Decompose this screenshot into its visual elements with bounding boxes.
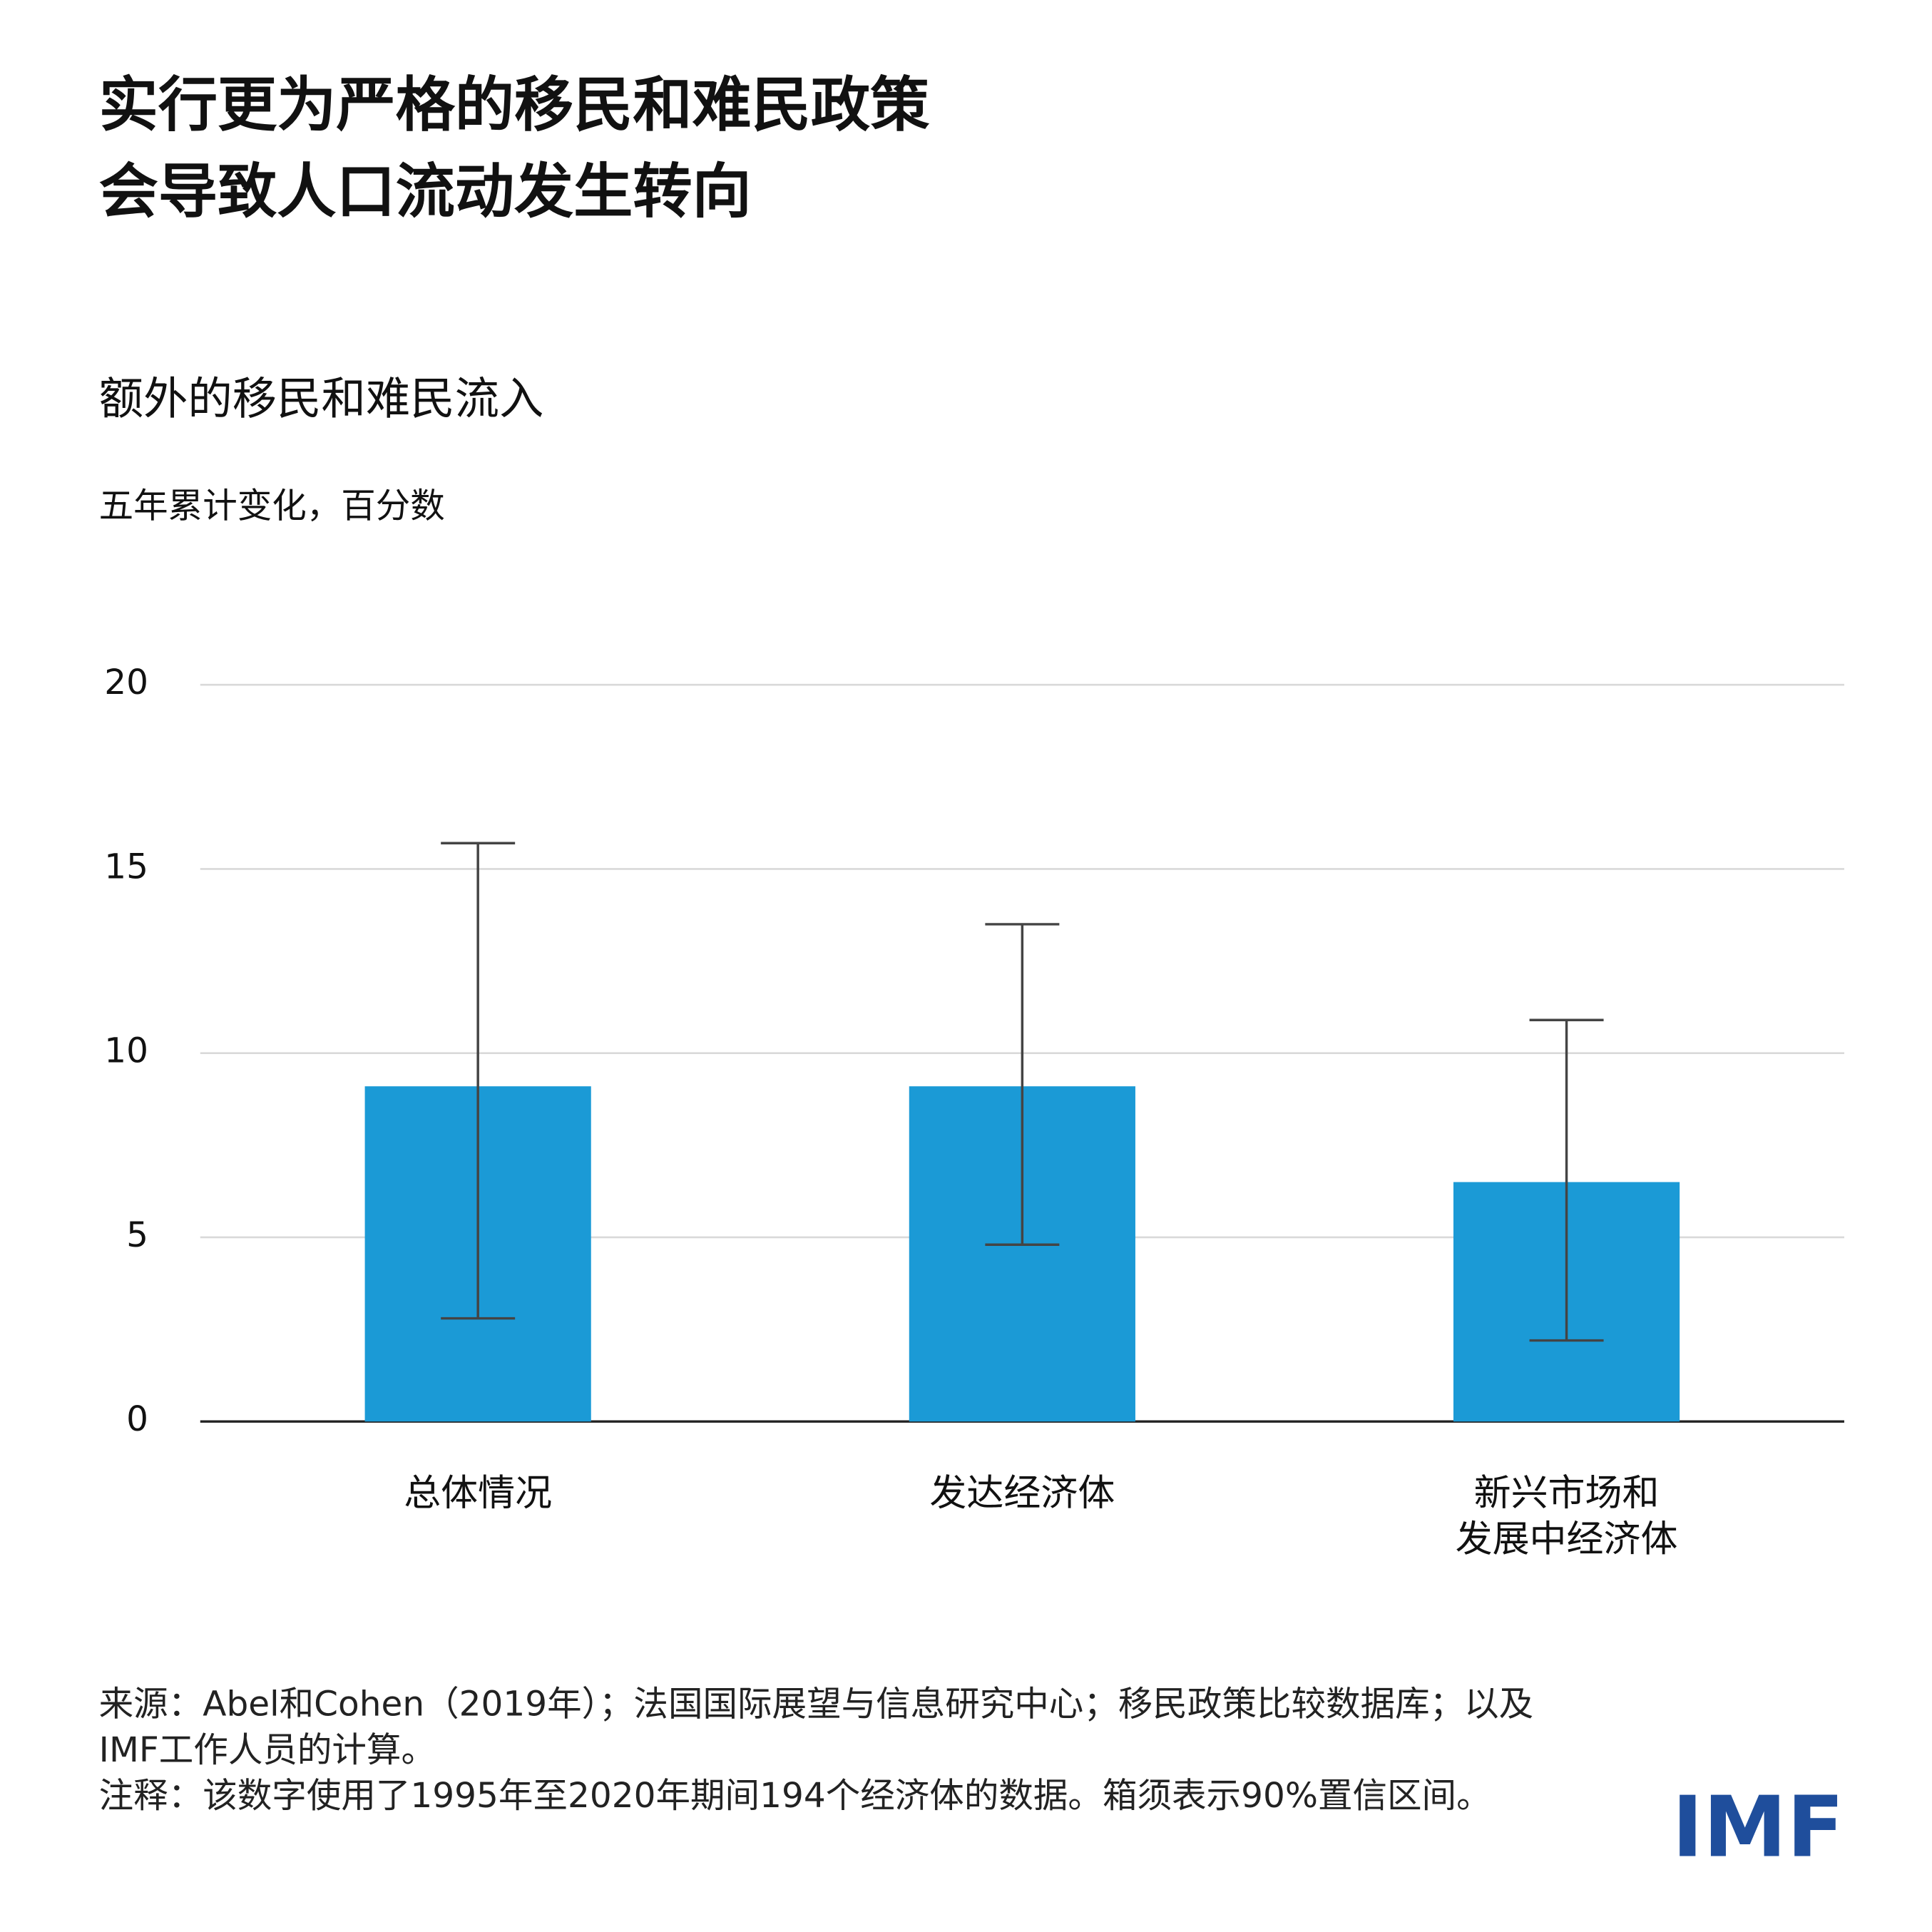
x-tick-label: 发达经济体	[929, 1472, 1115, 1515]
y-tick-label: 0	[126, 1399, 148, 1439]
y-tick-label: 5	[126, 1215, 148, 1255]
y-tick-label: 15	[104, 847, 148, 886]
y-axis-label: 五年累计变化，百分数	[99, 486, 445, 526]
x-tick-label: 新兴市场和发展中经济体	[1456, 1472, 1678, 1560]
footnote: 注释：该数字使用了1995年至2020年期间194个经济体的数据。箱须表示90%…	[98, 1774, 1491, 1816]
chart-subtitle: 额外的移民和难民流入	[99, 372, 544, 424]
source-note: 来源：Abel和Cohen（2019年）；法国国际展望与信息研究中心；移民政策比…	[98, 1683, 1534, 1770]
y-tick-label: 10	[104, 1031, 148, 1071]
y-tick-label: 20	[104, 663, 148, 702]
x-tick-label: 总体情况	[404, 1472, 552, 1515]
chart-title: 实行更为严格的移民和难民政策会导致人口流动发生转向	[99, 70, 930, 225]
logo: IMF	[1672, 1779, 1844, 1876]
